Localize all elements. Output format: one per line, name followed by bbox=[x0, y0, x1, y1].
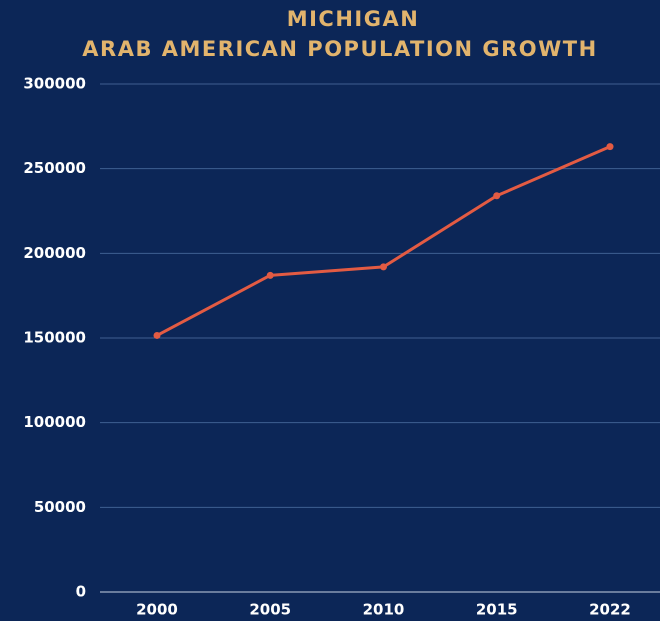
x-tick-label: 2022 bbox=[589, 601, 631, 619]
x-tick-label: 2015 bbox=[476, 601, 518, 619]
y-tick-label: 0 bbox=[76, 583, 86, 601]
y-tick-label: 300000 bbox=[23, 75, 86, 93]
point bbox=[493, 192, 501, 200]
point bbox=[606, 143, 614, 151]
point bbox=[380, 263, 387, 271]
x-tick-label: 2000 bbox=[136, 601, 178, 619]
chart-subtitle: ARAB AMERICAN POPULATION GROWTH bbox=[82, 37, 597, 61]
y-tick-label: 150000 bbox=[23, 329, 86, 347]
y-tick-label: 100000 bbox=[23, 413, 86, 431]
y-tick-label: 200000 bbox=[23, 244, 86, 262]
x-tick-label: 2005 bbox=[249, 601, 291, 619]
chart-title: MICHIGAN bbox=[287, 7, 420, 31]
point bbox=[266, 271, 274, 279]
y-tick-label: 250000 bbox=[23, 159, 86, 177]
y-tick-label: 50000 bbox=[34, 498, 86, 516]
x-tick-label: 2010 bbox=[363, 601, 405, 619]
point bbox=[153, 331, 161, 339]
